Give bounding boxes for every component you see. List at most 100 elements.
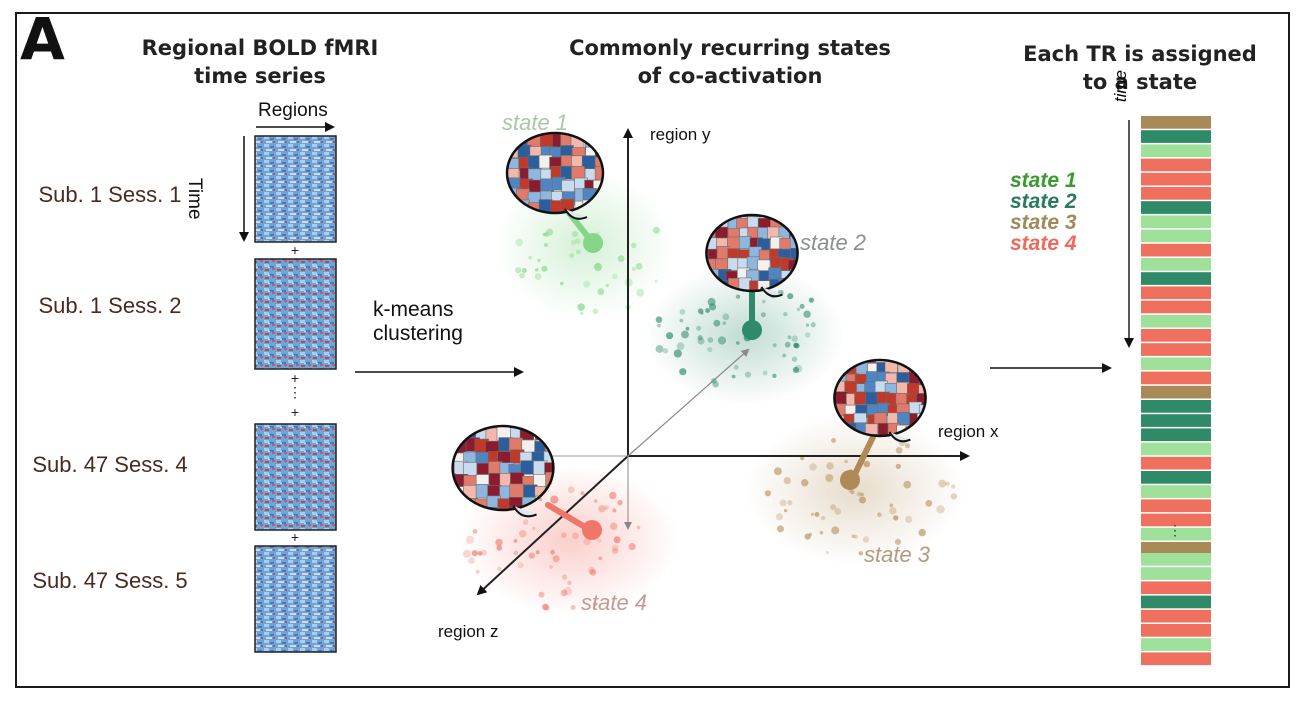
cluster-point: [552, 555, 560, 563]
cluster-point: [905, 515, 913, 524]
cluster-point: [657, 323, 661, 328]
brain-cerebellum: [564, 208, 588, 220]
state-legend: state 1 state 2 state 3 state 4: [1010, 170, 1077, 254]
brain-parcel: [787, 215, 798, 219]
state-4-label: state 4: [581, 590, 648, 615]
timeline-bar-state-4: [1141, 187, 1211, 200]
cluster-point: [594, 499, 598, 503]
brain-cerebellum: [888, 431, 911, 443]
cluster-point: [772, 343, 777, 348]
cluster-point: [655, 316, 663, 324]
timeline-bar-state-2: [1141, 272, 1211, 285]
cluster-point: [577, 303, 585, 311]
axis-y-label: region y: [650, 125, 711, 144]
cluster-point: [610, 522, 618, 530]
brain-parcel: [864, 423, 878, 436]
cluster-point: [736, 341, 740, 345]
brain-parcel: [556, 415, 570, 429]
title-middle-line2: of co-activation: [637, 64, 823, 88]
cluster-point: [528, 552, 536, 559]
cluster-point: [465, 535, 475, 544]
brain-parcel: [582, 133, 596, 139]
brain-parcel: [571, 166, 585, 180]
cluster-point: [495, 538, 503, 547]
cluster-point: [593, 601, 598, 607]
method-line1: k-means: [373, 298, 454, 321]
cluster-point: [471, 550, 478, 557]
cluster-point: [513, 539, 518, 543]
cluster-point: [519, 529, 527, 538]
timeline-time-label-wrap: time: [1111, 70, 1131, 120]
timeline-bar-state-1: [1141, 144, 1211, 158]
cluster-point: [831, 526, 840, 535]
cluster-point: [472, 529, 478, 534]
brain-parcel: [916, 362, 926, 376]
cluster-point: [808, 297, 815, 303]
brain-parcel: [558, 452, 572, 466]
timeline-bar-state-1: [1141, 485, 1211, 498]
cluster-point: [562, 574, 568, 580]
legend-item-state-2: state 2: [1010, 190, 1077, 213]
brain-parcel: [452, 426, 457, 431]
session-label-4: Sub. 47 Sess. 5: [32, 568, 188, 593]
cluster-point: [709, 303, 717, 311]
timeline-bar-state-4: [1141, 624, 1211, 637]
cluster-point: [534, 273, 542, 280]
timeline-bar-state-1: [1141, 553, 1211, 566]
cluster-point: [791, 335, 798, 342]
cluster-point: [895, 463, 901, 469]
panel-label: A: [20, 5, 65, 73]
brain-parcel: [834, 391, 848, 405]
brain-outline: [833, 358, 927, 438]
timeline-bar-state-2: [1141, 595, 1211, 609]
cluster-point: [544, 243, 548, 247]
cluster-point: [572, 532, 579, 539]
brain-parcel: [930, 373, 942, 385]
cluster-point: [707, 347, 713, 353]
brain-parcel: [780, 215, 794, 219]
brain-parcel: [929, 384, 941, 396]
brain-parcel: [706, 215, 719, 229]
cluster-point: [787, 500, 793, 506]
cluster-point: [938, 479, 947, 488]
cluster-point: [696, 325, 702, 331]
cluster-point: [609, 491, 617, 500]
cluster-point: [612, 273, 618, 280]
cluster-point: [513, 550, 519, 556]
cluster-point: [604, 505, 609, 511]
brain-parcel: [507, 134, 510, 148]
cluster-point: [636, 525, 641, 530]
cluster-point: [810, 322, 816, 328]
timeline-bar-state-3: [1141, 116, 1211, 129]
cluster-point: [950, 493, 958, 500]
cluster-point: [779, 499, 787, 507]
cluster-point: [589, 569, 597, 576]
cluster-point: [831, 438, 837, 443]
brain-parcel: [844, 360, 858, 366]
timeline-bar-state-4: [1141, 343, 1211, 356]
timeline-bar-state-4: [1141, 371, 1211, 385]
cluster-point: [636, 288, 645, 297]
timeline-bar-state-1: [1141, 258, 1211, 271]
brain-parcel: [558, 429, 572, 443]
cluster-point: [528, 255, 533, 260]
cluster-point: [697, 308, 704, 314]
legend-item-state-4: state 4: [1010, 232, 1077, 255]
cluster-point: [542, 603, 549, 611]
cluster-point: [550, 495, 559, 504]
cluster-point: [803, 310, 811, 318]
brain-parcel: [606, 145, 619, 158]
brain-parcel: [507, 156, 509, 171]
cluster-point: [809, 463, 817, 471]
cluster-point: [588, 566, 595, 574]
cluster-point: [561, 532, 567, 538]
brain-parcel: [865, 391, 879, 405]
cluster-point: [717, 336, 727, 345]
cluster-point: [834, 508, 842, 515]
cluster-point: [854, 534, 858, 539]
centroid-state-2: [742, 320, 762, 340]
cluster-point: [560, 281, 564, 286]
brain-parcel: [462, 462, 478, 477]
state-2-label: state 2: [800, 230, 867, 255]
